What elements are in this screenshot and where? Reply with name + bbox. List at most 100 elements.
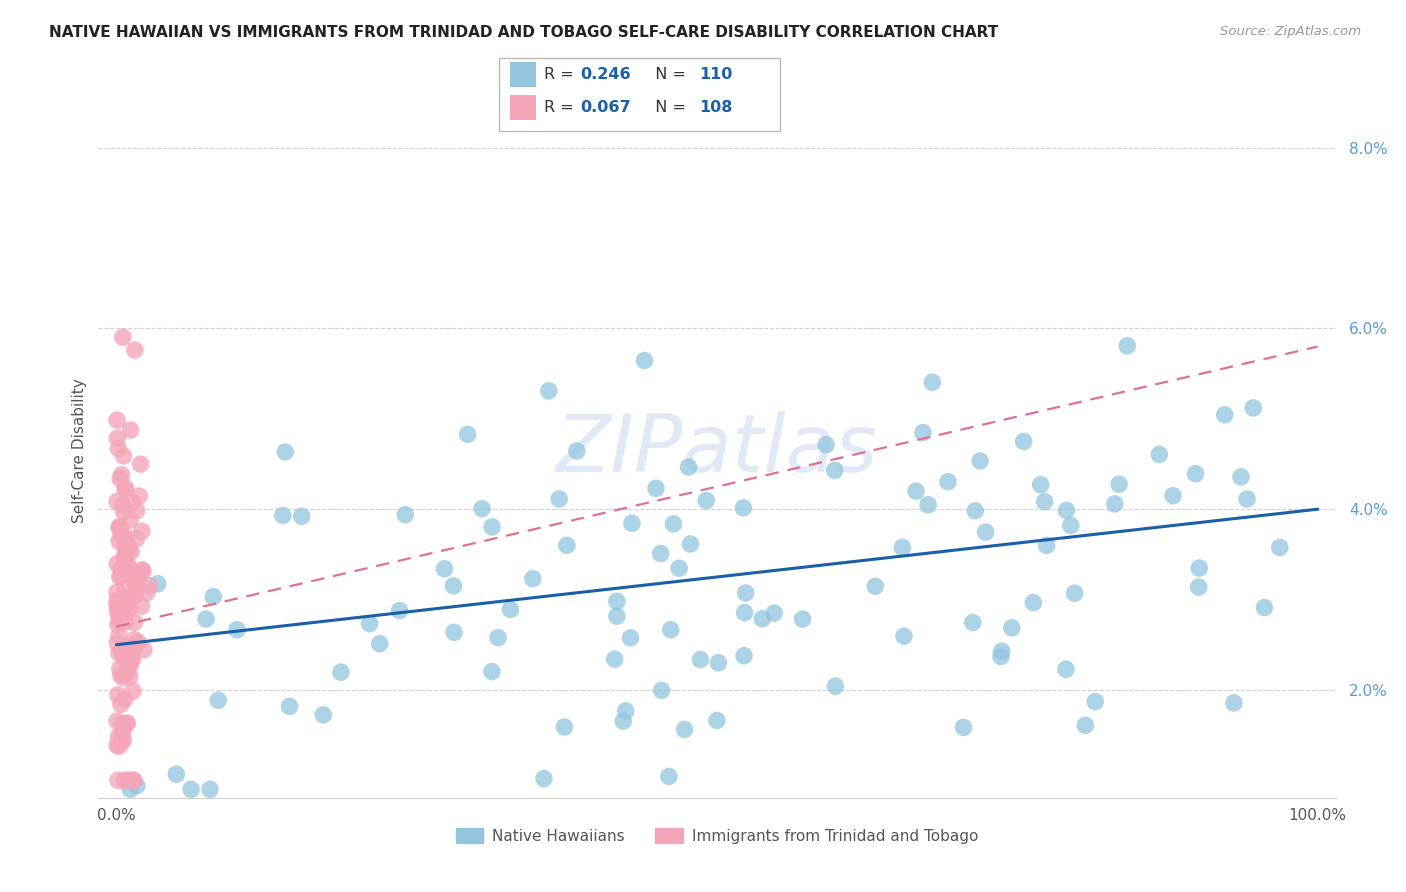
Text: 108: 108	[699, 100, 733, 114]
Point	[650, 547, 672, 561]
Point	[124, 615, 146, 630]
Point	[121, 495, 143, 509]
Point	[105, 714, 128, 728]
Point	[107, 688, 129, 702]
Point	[118, 659, 141, 673]
Point	[114, 651, 136, 665]
Point	[1104, 497, 1126, 511]
Point	[112, 449, 135, 463]
Point	[329, 665, 352, 680]
Point	[965, 504, 987, 518]
Point	[125, 779, 148, 793]
Point	[105, 739, 128, 753]
Point	[457, 427, 479, 442]
Point	[689, 652, 711, 666]
Point	[1001, 621, 1024, 635]
Point	[112, 600, 135, 615]
Point	[110, 643, 132, 657]
Point	[115, 542, 138, 557]
Point	[195, 612, 218, 626]
Point	[733, 500, 755, 515]
Point	[146, 577, 169, 591]
Legend: Native Hawaiians, Immigrants from Trinidad and Tobago: Native Hawaiians, Immigrants from Trinid…	[450, 822, 984, 850]
Point	[118, 600, 141, 615]
Point	[115, 558, 138, 572]
Point	[112, 504, 135, 518]
Text: ZIPatlas: ZIPatlas	[555, 411, 879, 490]
Point	[565, 444, 588, 458]
Point	[127, 569, 149, 583]
Point	[117, 665, 139, 680]
Point	[921, 376, 943, 390]
Point	[553, 720, 575, 734]
Point	[548, 491, 571, 506]
Point	[733, 648, 755, 663]
Point	[131, 599, 153, 614]
Point	[555, 538, 578, 552]
Point	[120, 423, 142, 437]
Point	[165, 767, 187, 781]
Point	[388, 603, 411, 617]
Point	[291, 509, 314, 524]
Point	[1241, 401, 1264, 415]
Point	[433, 562, 456, 576]
Point	[673, 723, 696, 737]
Point	[111, 718, 134, 732]
Point	[226, 623, 249, 637]
Text: 110: 110	[699, 67, 733, 81]
Point	[1161, 489, 1184, 503]
Point	[138, 579, 160, 593]
Point	[132, 564, 155, 578]
Point	[118, 541, 141, 555]
Point	[122, 640, 145, 655]
Point	[105, 413, 128, 427]
Point	[114, 481, 136, 495]
Point	[125, 504, 148, 518]
Point	[612, 714, 634, 728]
Point	[105, 593, 128, 607]
Point	[274, 445, 297, 459]
Text: 0.067: 0.067	[581, 100, 631, 114]
Point	[1029, 477, 1052, 491]
Point	[180, 782, 202, 797]
Point	[481, 665, 503, 679]
Point	[974, 524, 997, 539]
Point	[117, 773, 139, 788]
Point	[614, 704, 637, 718]
Point	[105, 585, 128, 599]
Point	[114, 773, 136, 788]
Point	[1063, 586, 1085, 600]
Text: Source: ZipAtlas.com: Source: ZipAtlas.com	[1220, 25, 1361, 38]
Point	[865, 579, 887, 593]
Point	[633, 353, 655, 368]
Point	[893, 629, 915, 643]
Point	[129, 457, 152, 471]
Point	[110, 528, 132, 542]
Point	[128, 489, 150, 503]
Point	[394, 508, 416, 522]
Point	[678, 460, 700, 475]
Point	[662, 516, 685, 531]
Point	[606, 609, 628, 624]
Point	[533, 772, 555, 786]
Point	[368, 637, 391, 651]
Point	[312, 707, 335, 722]
Point	[1149, 447, 1171, 461]
Point	[107, 600, 129, 615]
Point	[734, 606, 756, 620]
Point	[359, 616, 381, 631]
Point	[136, 585, 159, 599]
Point	[108, 629, 131, 643]
Point	[112, 648, 135, 662]
Point	[132, 642, 155, 657]
Point	[905, 484, 928, 499]
Point	[111, 498, 134, 512]
Point	[108, 661, 131, 675]
Point	[125, 577, 148, 591]
Point	[706, 714, 728, 728]
Point	[990, 644, 1012, 658]
Point	[1116, 339, 1139, 353]
Point	[114, 530, 136, 544]
Text: R =: R =	[544, 67, 579, 81]
Text: N =: N =	[645, 67, 692, 81]
